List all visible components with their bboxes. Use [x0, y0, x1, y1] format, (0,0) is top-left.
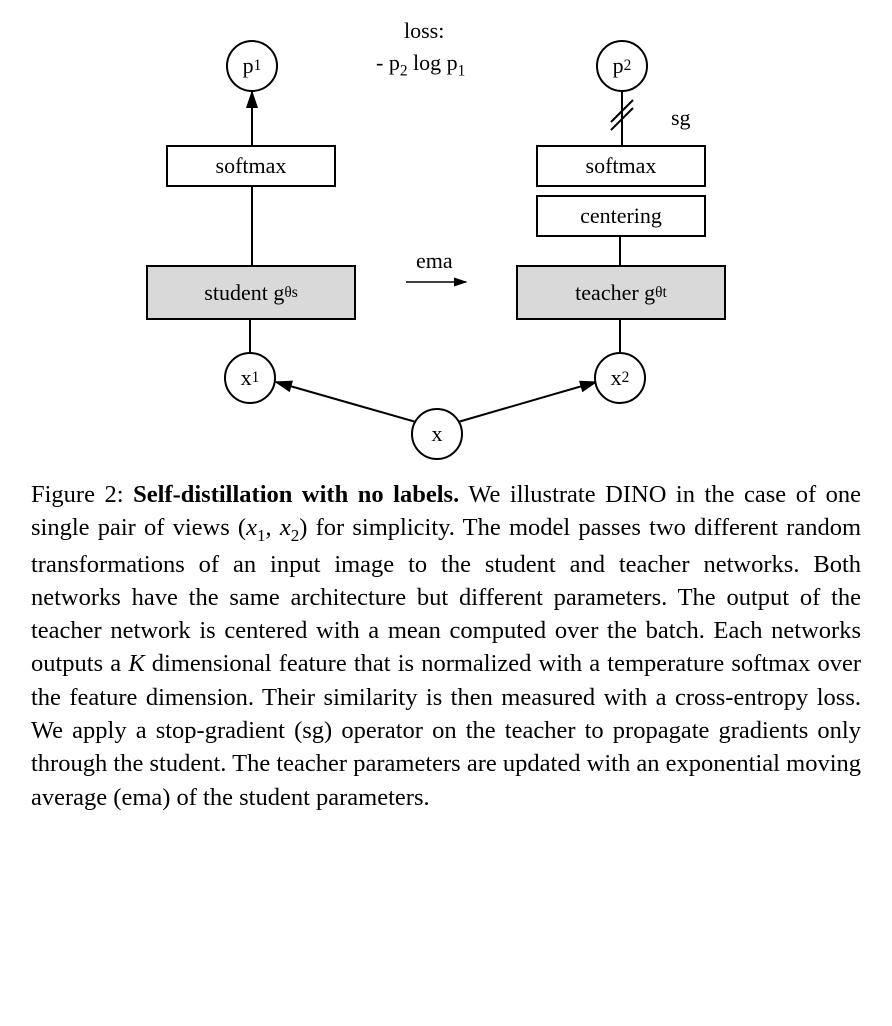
label-loss-formula: - p2 log p1 [376, 50, 465, 80]
node-x1: x1 [224, 352, 276, 404]
dino-diagram: p1 p2 x1 x2 x softmax softmax centering … [66, 10, 826, 460]
label-ema: ema [416, 248, 453, 274]
node-x2: x2 [594, 352, 646, 404]
figure-caption-body: We illustrate DINO in the case of one si… [31, 481, 861, 811]
node-x: x [411, 408, 463, 460]
node-student: student gθs [146, 265, 356, 320]
node-p1: p1 [226, 40, 278, 92]
figure-title: Self-distillation with no labels. [133, 481, 459, 508]
figure-caption: Figure 2: Self-distillation with no labe… [31, 478, 861, 814]
label-sg: sg [671, 105, 691, 131]
figure-number: Figure 2 [31, 481, 117, 508]
label-loss-top: loss: [404, 18, 444, 44]
node-softmax-left: softmax [166, 145, 336, 187]
node-softmax-right: softmax [536, 145, 706, 187]
node-teacher: teacher gθt [516, 265, 726, 320]
node-centering: centering [536, 195, 706, 237]
node-p2: p2 [596, 40, 648, 92]
